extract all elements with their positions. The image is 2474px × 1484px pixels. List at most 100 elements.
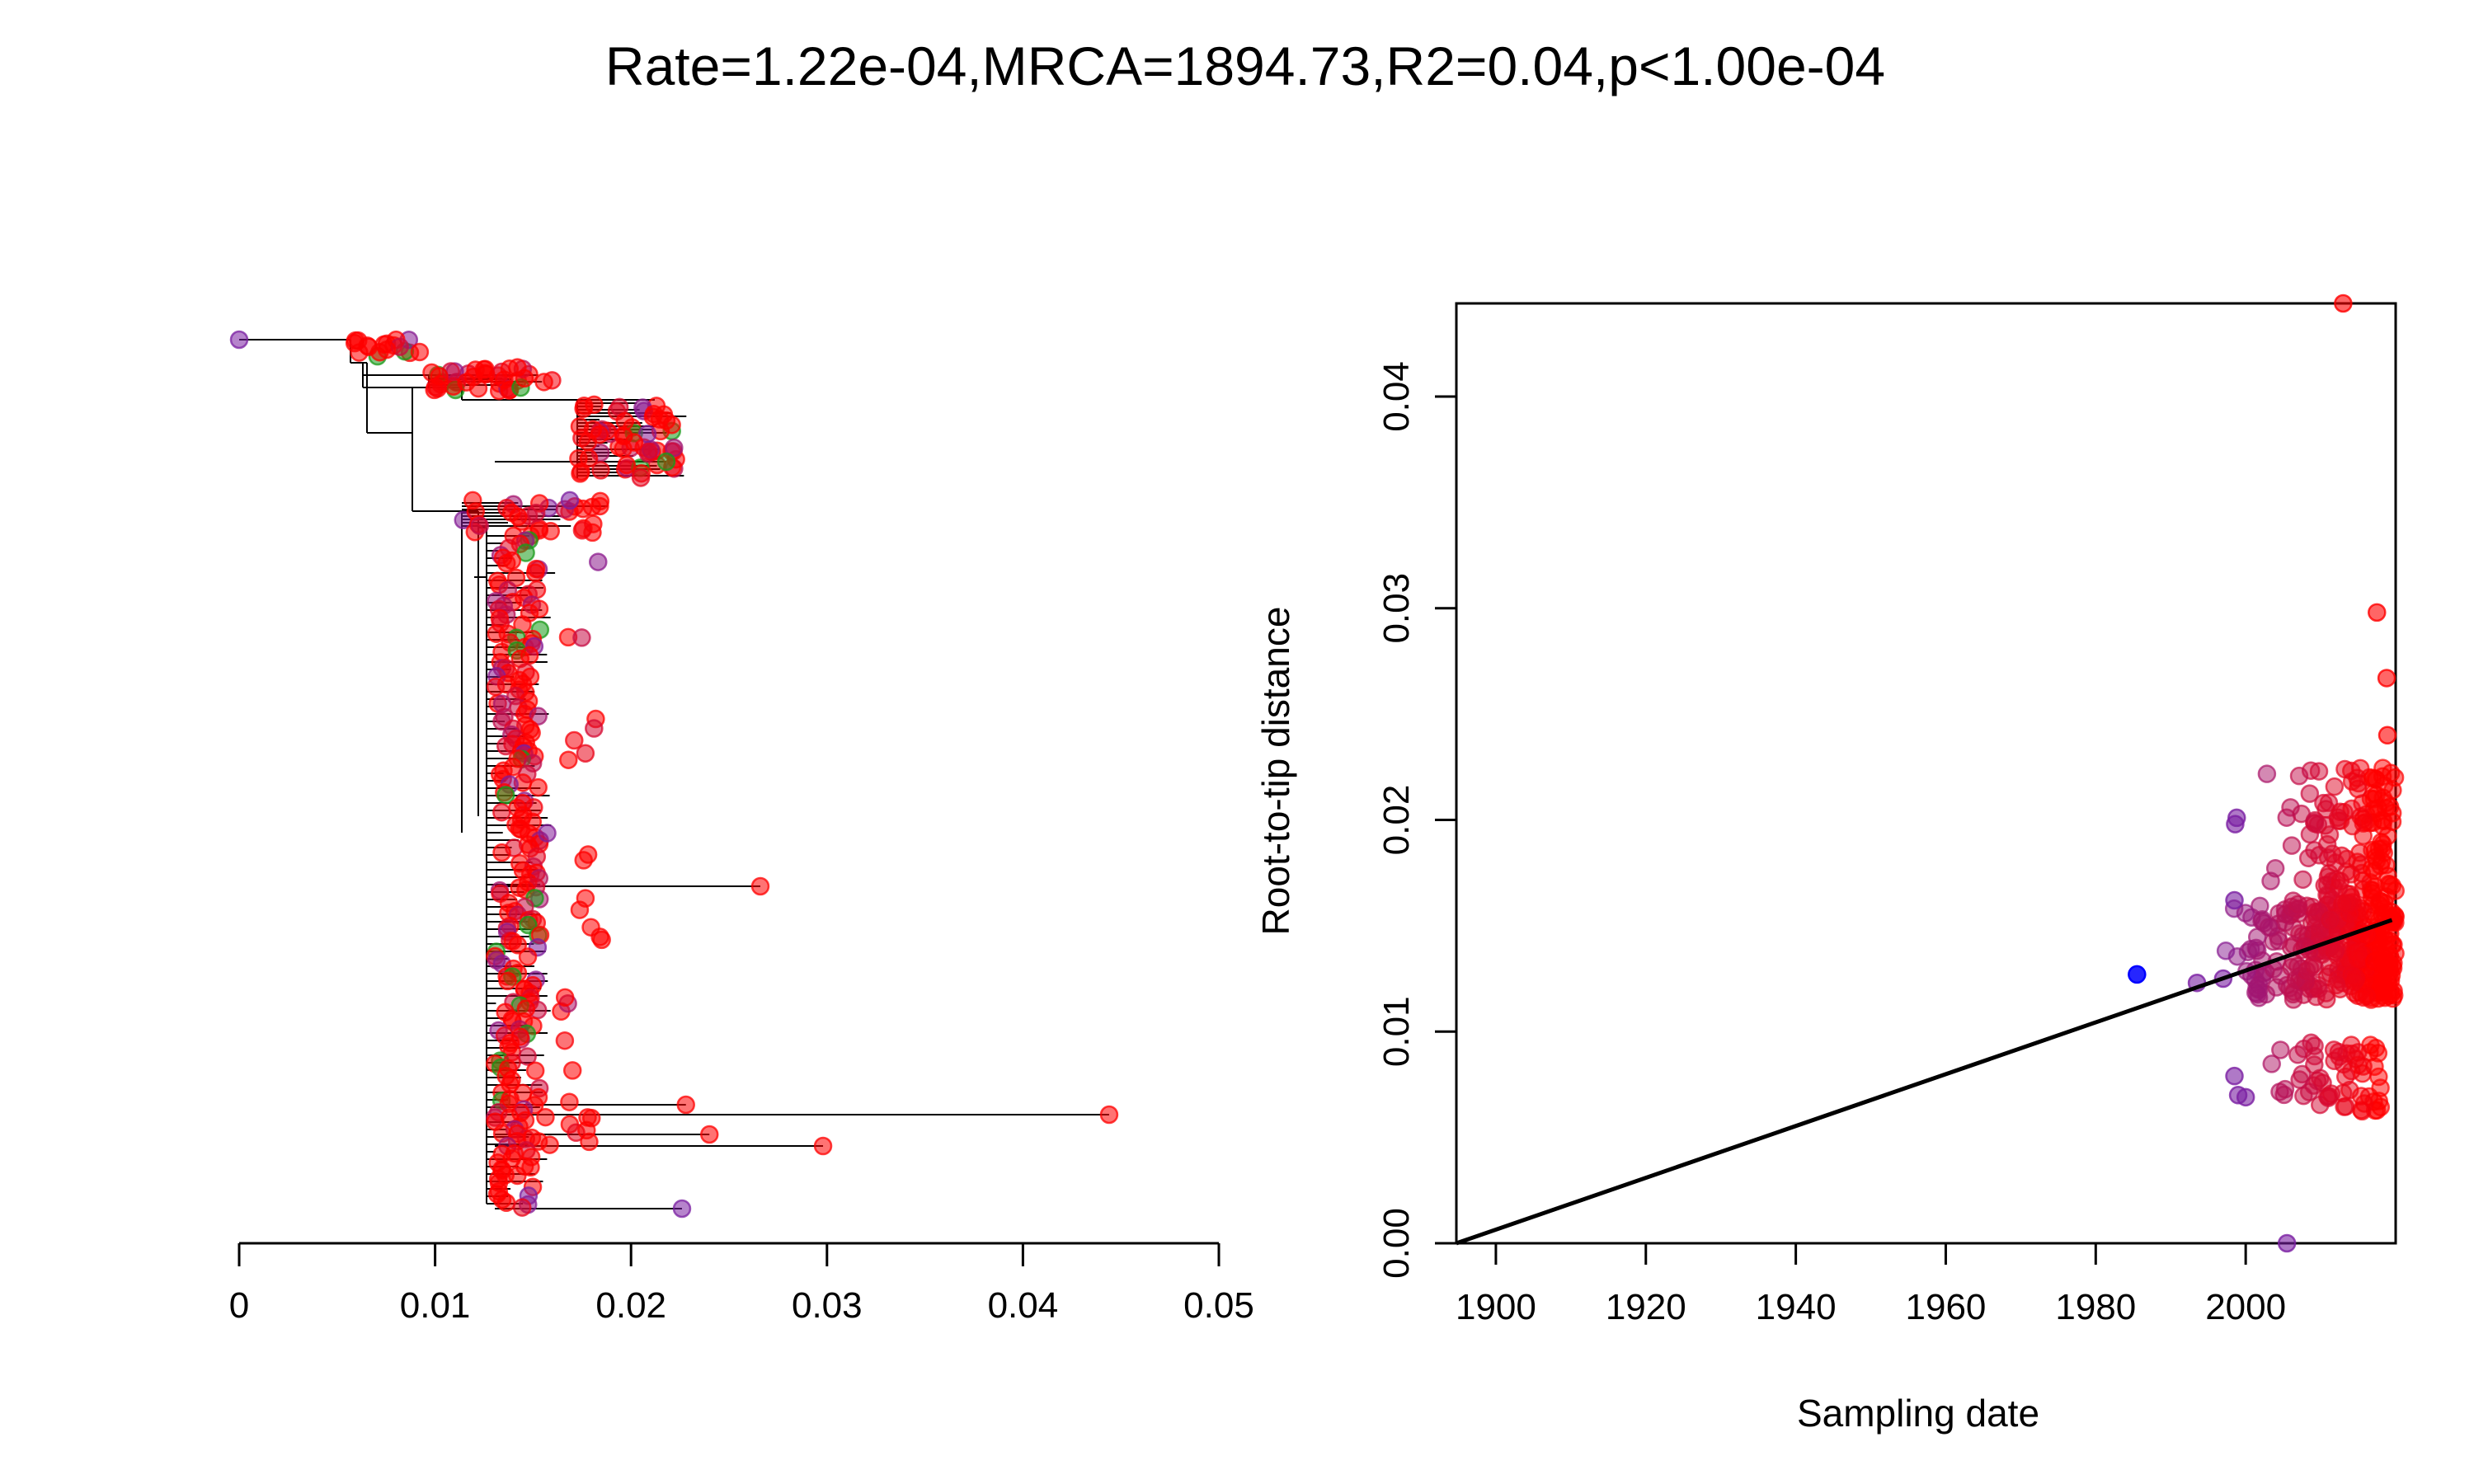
x-tick-label: 2000 [2205,1287,2286,1327]
tree-tip [521,1158,540,1177]
tree-tip [538,824,557,843]
scatter-point [2371,1078,2390,1097]
tree-tip [486,677,506,697]
tree-tick-label: 0.05 [1183,1285,1254,1326]
tree-tip [529,707,548,726]
scatter-point [2236,904,2255,923]
scatter-point [2294,1086,2313,1106]
tree-tip [665,438,684,458]
scatter-point [2380,961,2400,981]
tree-tip [656,411,676,430]
tree-tip [377,340,397,359]
tree-tip [1099,1105,1119,1125]
tree-tip [582,497,602,517]
y-tick-label: 0.02 [1376,785,1417,856]
tree-tip [518,947,538,966]
scatter-point [2328,808,2348,827]
scatter-point [2353,1101,2372,1121]
tree-tip [540,1135,559,1154]
tree-tip [624,433,644,452]
tree-tip [555,1031,575,1050]
scatter-point [2241,939,2260,959]
scatter-point [2297,961,2316,980]
tree-tip [518,1047,537,1066]
tree-tip [672,1199,692,1219]
scatter-point [2320,825,2340,844]
scatter-point [2311,1095,2330,1115]
tree-tip [572,520,592,540]
scatter-point [2216,942,2236,960]
tree-tip [615,411,635,431]
scatter-point [2324,1040,2344,1059]
tree-tip [525,563,545,583]
tree-tip [574,851,593,870]
scatter-point [2225,890,2244,910]
scatter-point [2336,1067,2355,1087]
tree-x-axis: 0 0.01 0.02 0.03 0.04 0.05 [229,1242,1254,1326]
tree-tip [565,730,584,750]
tree-tips [229,330,1119,1219]
tree-tick-label: 0 [229,1285,249,1326]
scatter-point [2336,1097,2355,1116]
tree-tip [430,367,449,386]
tree-tip [512,1198,532,1217]
tree-tip [750,876,770,896]
plot-frame [1455,302,2397,1245]
tree-tip [589,552,608,571]
tree-tip [570,900,590,919]
scatter-point [2321,910,2340,929]
scatter-point [2325,777,2345,796]
tree-tip [509,507,528,527]
scatter-point [2357,986,2376,1006]
tree-tip [410,342,430,362]
scatter-point [2378,726,2397,745]
tree-tip [468,378,488,398]
scatter-point [2353,1064,2373,1083]
scatter-point [2305,813,2324,832]
scatter-y-axis: 0.00 0.01 0.02 0.03 0.04 [1376,361,1456,1279]
scatter-point [2326,975,2346,995]
x-tick-label: 1960 [1906,1287,1987,1327]
scatter-point [2275,1079,2295,1099]
phylogenetic-tree-panel: 0 0.01 0.02 0.03 0.04 0.05 [229,330,1254,1326]
tree-tip [555,988,575,1007]
scatter-point [2282,836,2302,855]
tree-tip [508,936,528,955]
x-tick-label: 1940 [1756,1287,1837,1327]
tree-tip [492,843,511,862]
scatter-point [2309,762,2329,781]
scatter-point [2281,798,2300,817]
scatter-point [2236,1087,2255,1107]
tree-tip [576,744,595,763]
tree-tip [497,553,516,573]
scatter-point [2261,871,2280,890]
scatter-point [2289,766,2309,786]
scatter-point [2334,294,2353,313]
scatter-point [2262,1054,2281,1073]
scatter-point [2300,784,2320,803]
scatter-point [2367,785,2386,805]
tree-tip [560,491,580,510]
tree-tip [578,432,598,452]
tree-tip [350,343,369,362]
scatter-point [2371,1097,2391,1117]
tree-tip [496,786,515,805]
scatter-x-axis: 1900 1920 1940 1960 1980 2000 [1456,1243,2286,1327]
y-axis-label: Root-to-tip distance [1254,607,1297,936]
x-tick-label: 1920 [1606,1287,1686,1327]
scatter-point [2337,894,2356,913]
tree-tip [515,369,534,388]
tree-tip [463,491,482,510]
tree-tip [572,628,591,647]
tree-tip [534,373,553,392]
tree-tip [637,425,657,444]
scatter-point [2247,979,2266,998]
x-tick-label: 1900 [1456,1287,1536,1327]
y-tick-label: 0.01 [1376,996,1417,1067]
scatter-point [2345,972,2364,992]
tree-tip [498,971,517,991]
x-axis-label: Sampling date [1797,1392,2039,1435]
scatter-point [2382,763,2401,782]
scatter-point [2369,839,2389,858]
